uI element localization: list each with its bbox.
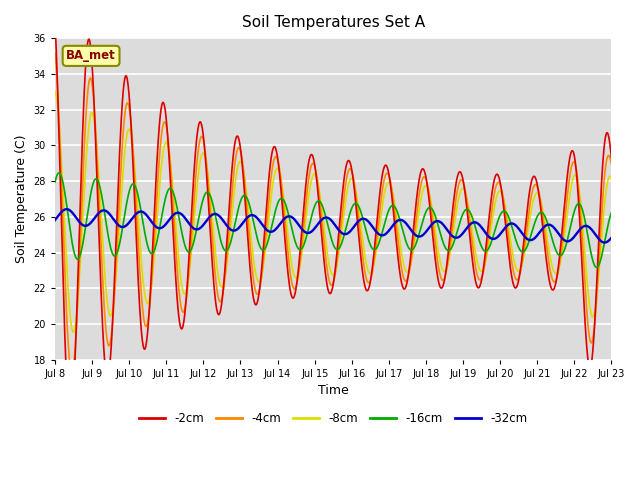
Text: BA_met: BA_met <box>66 49 116 62</box>
Legend: -2cm, -4cm, -8cm, -16cm, -32cm: -2cm, -4cm, -8cm, -16cm, -32cm <box>134 408 532 430</box>
X-axis label: Time: Time <box>318 384 349 397</box>
Y-axis label: Soil Temperature (C): Soil Temperature (C) <box>15 135 28 263</box>
Title: Soil Temperatures Set A: Soil Temperatures Set A <box>242 15 425 30</box>
